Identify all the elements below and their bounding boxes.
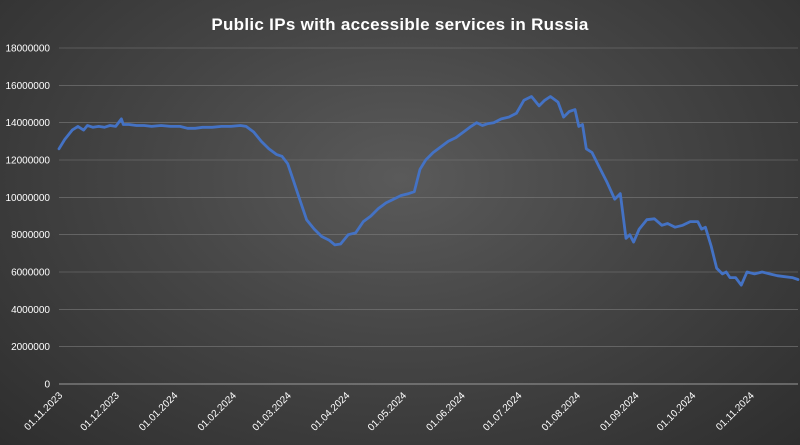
x-tick-label: 01.11.2024 bbox=[714, 390, 757, 433]
y-tick-label: 8000000 bbox=[11, 230, 50, 241]
y-axis-tick-labels: 0 2000000 4000000 6000000 8000000 10000000 120… bbox=[6, 44, 51, 391]
x-tick-label: 01.04.2024 bbox=[309, 390, 352, 433]
y-tick-label: 18000000 bbox=[6, 44, 51, 55]
x-tick-label: 01.02.2024 bbox=[196, 390, 239, 433]
y-tick-label: 10000000 bbox=[6, 193, 51, 204]
x-tick-label: 01.09.2024 bbox=[598, 390, 641, 433]
y-tick-label: 12000000 bbox=[6, 156, 51, 167]
x-tick-label: 01.05.2024 bbox=[366, 390, 409, 433]
x-tick-label: 01.12.2023 bbox=[79, 390, 122, 433]
x-tick-label: 01.08.2024 bbox=[540, 390, 583, 433]
series-line bbox=[57, 95, 800, 287]
x-tick-label: 01.06.2024 bbox=[425, 390, 468, 433]
y-tick-label: 4000000 bbox=[11, 305, 50, 316]
x-tick-label: 01.03.2024 bbox=[251, 390, 294, 433]
x-tick-label: 01.11.2023 bbox=[22, 390, 65, 433]
y-tick-label: 14000000 bbox=[6, 118, 51, 129]
x-tick-label: 01.10.2024 bbox=[655, 390, 698, 433]
y-tick-label: 16000000 bbox=[6, 81, 51, 92]
x-tick-label: 01.01.2024 bbox=[137, 390, 180, 433]
y-tick-label: 2000000 bbox=[11, 342, 50, 353]
gridlines bbox=[59, 47, 798, 347]
chart-title: Public IPs with accessible services in R… bbox=[211, 15, 589, 34]
x-axis-tick-labels: 01.11.2023 01.12.2023 01.01.2024 01.02.2024… bbox=[22, 390, 757, 433]
y-tick-label: 6000000 bbox=[11, 268, 50, 279]
y-tick-label: 0 bbox=[44, 380, 50, 391]
x-tick-label: 01.07.2024 bbox=[481, 390, 524, 433]
